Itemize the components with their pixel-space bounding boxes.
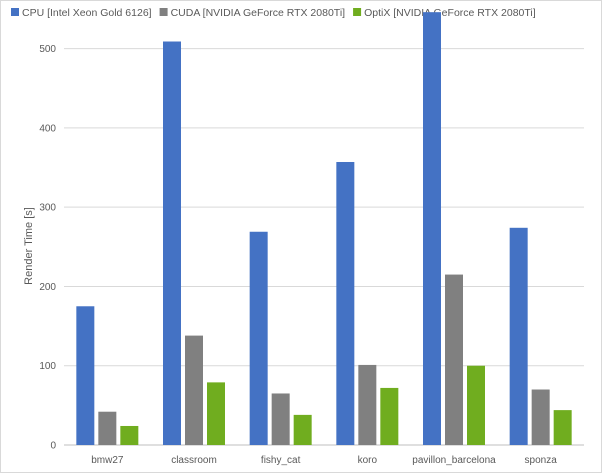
bar-sponza-2 [553, 410, 572, 445]
bars [76, 12, 572, 446]
y-tick-label: 0 [50, 441, 56, 452]
bar-bmw27-1 [98, 411, 117, 445]
bar-koro-2 [380, 387, 399, 445]
x-tick-label: classroom [171, 455, 217, 466]
bar-koro-1 [358, 364, 377, 445]
x-tick-label: pavillon_barcelona [412, 455, 496, 466]
bar-classroom-1 [185, 335, 203, 445]
legend-item: CUDA [NVIDIA GeForce RTX 2080Ti] [159, 7, 346, 19]
legend-item: OptiX [NVIDIA GeForce RTX 2080Ti] [353, 7, 536, 19]
bar-fishy_cat-2 [293, 414, 312, 445]
x-tick-label: koro [358, 455, 378, 466]
bar-sponza-1 [531, 389, 550, 445]
legend-item: CPU [Intel Xeon Gold 6126] [11, 7, 152, 19]
y-tick-label: 400 [39, 123, 56, 134]
bar-classroom-0 [163, 41, 181, 445]
bar-pavillon_barcelona-1 [445, 274, 463, 445]
legend-label: OptiX [NVIDIA GeForce RTX 2080Ti] [364, 7, 536, 19]
bar-pavillon_barcelona-0 [423, 12, 441, 446]
bar-classroom-2 [207, 382, 225, 445]
legend-label: CUDA [NVIDIA GeForce RTX 2080Ti] [171, 7, 346, 19]
y-tick-label: 500 [39, 44, 56, 55]
y-axis-title: Render Time [s] [23, 207, 35, 285]
bar-fishy_cat-1 [271, 393, 290, 445]
legend: CPU [Intel Xeon Gold 6126] CUDA [NVIDIA G… [11, 7, 536, 19]
bar-sponza-0 [509, 227, 528, 445]
gridlines [64, 48, 584, 446]
legend-swatch [11, 8, 19, 16]
bar-fishy_cat-0 [249, 231, 268, 445]
y-tick-label: 100 [39, 361, 56, 372]
x-tick-label: fishy_cat [261, 455, 301, 466]
bar-bmw27-2 [120, 425, 139, 445]
legend-label: CPU [Intel Xeon Gold 6126] [22, 7, 152, 19]
x-tick-label: bmw27 [91, 455, 124, 466]
bar-pavillon_barcelona-2 [467, 365, 485, 445]
x-tick-label: sponza [525, 455, 558, 466]
legend-swatch [159, 8, 168, 16]
x-axis-ticks: bmw27 classroom fishy_cat koro pavillon_barc… [91, 455, 557, 466]
y-tick-label: 300 [39, 203, 56, 214]
y-tick-label: 200 [39, 282, 56, 293]
bar-koro-0 [336, 161, 355, 445]
bar-bmw27-0 [76, 306, 95, 445]
y-axis-ticks: 0 100 200 300 400 500 [39, 44, 56, 451]
legend-swatch [353, 8, 362, 16]
